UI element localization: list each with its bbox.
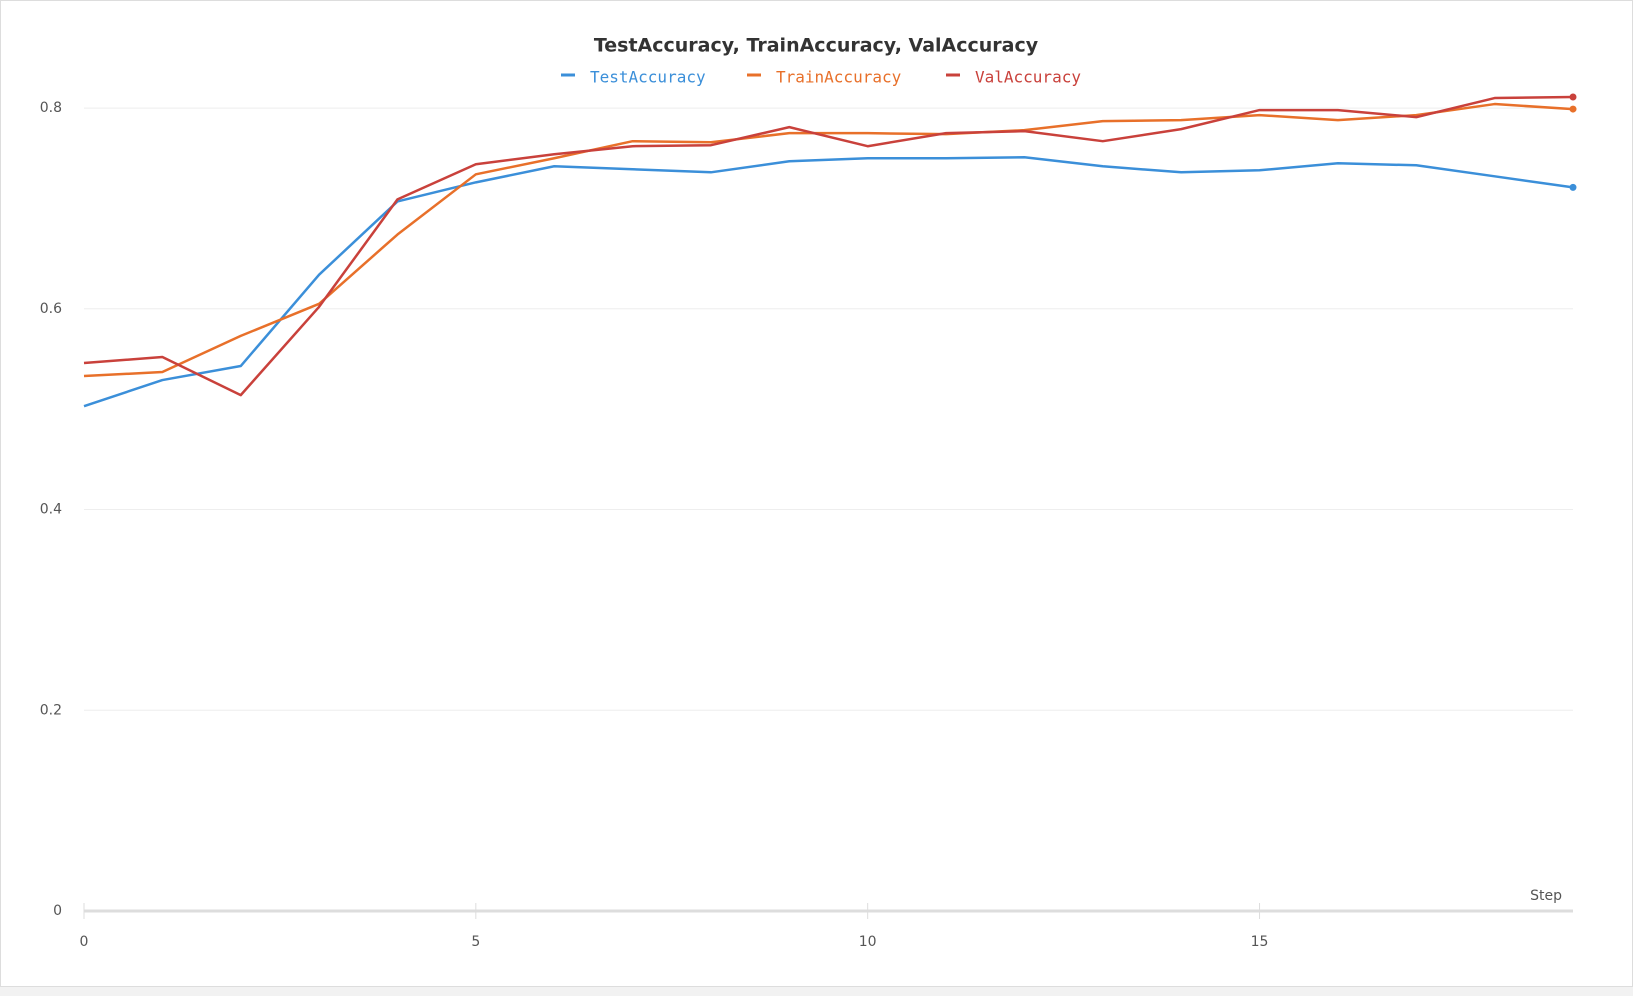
x-tick-label: 5 — [471, 934, 480, 950]
y-tick-label: 0.8 — [40, 100, 62, 116]
x-tick-label: 0 — [80, 934, 89, 950]
end-point — [1569, 183, 1577, 191]
y-tick-label: 0.6 — [40, 301, 62, 317]
y-tick-label: 0 — [53, 903, 62, 919]
y-tick-label: 0.4 — [40, 502, 62, 518]
y-tick-label: 0.2 — [40, 702, 62, 718]
legend-label: TestAccuracy — [590, 68, 706, 87]
end-point — [1569, 105, 1577, 113]
bottom-strip — [0, 987, 1633, 996]
end-point — [1569, 93, 1577, 101]
series-line — [83, 95, 1574, 397]
legend-label: TrainAccuracy — [776, 68, 902, 87]
x-tick-label: 10 — [859, 934, 877, 950]
chart-title: TestAccuracy, TrainAccuracy, ValAccuracy — [594, 35, 1039, 57]
legend-label: ValAccuracy — [975, 68, 1081, 87]
x-tick-label: 15 — [1251, 934, 1269, 950]
x-axis-label: Step — [1530, 888, 1562, 904]
series-line — [83, 102, 1574, 378]
series-line — [83, 156, 1574, 408]
